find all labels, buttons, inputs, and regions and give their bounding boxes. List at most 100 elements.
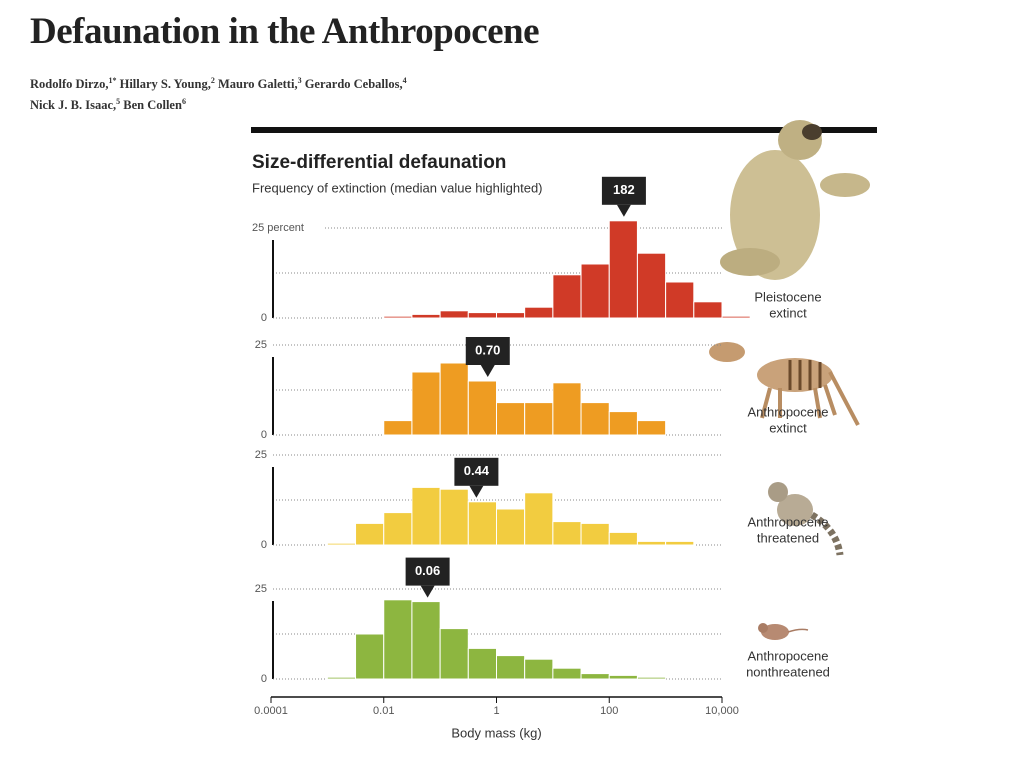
- y-tick-label: 25: [255, 339, 267, 351]
- series-label: Anthropocene: [748, 648, 829, 663]
- bar: [439, 488, 469, 546]
- bar: [552, 667, 582, 680]
- bar: [580, 263, 610, 319]
- series-label: extinct: [769, 420, 807, 435]
- bar: [383, 599, 413, 680]
- bar: [580, 673, 610, 680]
- author-name: Rodolfo Dirzo,: [30, 77, 109, 92]
- bar: [665, 281, 695, 319]
- affiliation: 4: [402, 76, 407, 85]
- bar: [552, 521, 582, 546]
- affiliation: 1*: [108, 76, 117, 85]
- figure-subtitle: Frequency of extinction (median value hi…: [252, 180, 543, 195]
- bar: [524, 658, 554, 680]
- series-label: threatened: [757, 530, 819, 545]
- bar: [439, 310, 469, 319]
- bar: [355, 522, 385, 546]
- author-name: Nick J. B. Isaac,: [30, 98, 117, 113]
- bar: [411, 486, 441, 546]
- bar: [439, 362, 469, 436]
- median-pointer: [420, 585, 435, 598]
- y-tick-label: 25 percent: [252, 222, 304, 234]
- bar: [439, 628, 469, 680]
- bar: [411, 313, 441, 319]
- bar: [636, 420, 667, 436]
- rule: [251, 127, 877, 133]
- bar: [496, 655, 526, 680]
- median-pointer: [616, 204, 631, 217]
- cat-illustration: [768, 482, 844, 556]
- bar: [326, 676, 357, 680]
- bar: [496, 312, 526, 319]
- author-line: Rodolfo Dirzo,1* Hillary S. Young,2 Maur…: [30, 72, 407, 93]
- median-box: [454, 457, 499, 486]
- bar: [496, 402, 526, 436]
- author-line: Nick J. B. Isaac,5 Ben Collen6: [30, 93, 407, 114]
- x-axis-label: Body mass (kg): [451, 725, 541, 740]
- bar: [467, 501, 498, 546]
- author-name: Mauro Galetti,: [217, 77, 298, 92]
- y-tick-label: 0: [261, 673, 267, 685]
- bar: [383, 315, 413, 319]
- bar: [467, 380, 498, 436]
- series-label: Anthropocene: [748, 404, 829, 419]
- affiliation: 3: [297, 76, 302, 85]
- authors: Rodolfo Dirzo,1* Hillary S. Young,2 Maur…: [30, 72, 407, 114]
- bar: [467, 312, 498, 319]
- affiliation: 2: [210, 76, 215, 85]
- median-label: 0.06: [415, 563, 440, 578]
- x-tick-label: 10,000: [705, 705, 739, 717]
- mouse-illustration: [758, 623, 809, 640]
- bar: [411, 371, 441, 436]
- bar: [383, 512, 413, 546]
- bar: [608, 531, 638, 546]
- bar: [608, 220, 638, 319]
- series-label: nonthreatened: [746, 664, 830, 679]
- median-pointer: [469, 485, 484, 498]
- bar: [467, 647, 498, 680]
- median-label: 0.44: [464, 463, 490, 478]
- sloth-illustration: [720, 120, 870, 280]
- bar: [552, 274, 582, 319]
- y-tick-label: 0: [261, 429, 267, 441]
- bar: [524, 492, 554, 546]
- bar: [355, 633, 385, 680]
- median-box: [601, 176, 646, 205]
- author-name: Hillary S. Young,: [119, 77, 211, 92]
- series-label: Anthropocene: [748, 514, 829, 529]
- bar: [693, 301, 723, 319]
- y-tick-label: 0: [261, 312, 267, 324]
- series-label: Pleistocene: [754, 289, 821, 304]
- bar: [552, 382, 582, 436]
- bar: [524, 306, 554, 319]
- affiliation: 5: [116, 97, 121, 107]
- bar: [608, 674, 638, 680]
- bar: [636, 252, 667, 319]
- bar: [326, 542, 357, 546]
- bar: [411, 601, 441, 680]
- bar: [721, 315, 751, 319]
- median-pointer: [480, 365, 495, 377]
- affiliation: 6: [181, 97, 186, 107]
- y-tick-label: 25: [255, 583, 267, 595]
- figure-title: Size-differential defaunation: [252, 152, 506, 173]
- x-tick-label: 0.01: [373, 705, 394, 717]
- paper-title: Defaunation in the Anthropocene: [30, 11, 540, 52]
- bar: [496, 508, 526, 546]
- median-label: 182: [613, 182, 635, 197]
- author-name: Ben Collen: [123, 98, 182, 113]
- x-tick-label: 100: [600, 705, 618, 717]
- y-tick-label: 25: [255, 449, 267, 461]
- y-tick-label: 0: [261, 539, 267, 551]
- bar: [524, 402, 554, 436]
- bar: [636, 676, 667, 680]
- bar: [383, 420, 413, 436]
- x-tick-label: 0.0001: [254, 705, 288, 717]
- bar: [665, 540, 695, 546]
- median-box: [405, 557, 450, 586]
- x-tick-label: 1: [493, 705, 499, 717]
- bar: [580, 522, 610, 546]
- bar: [580, 402, 610, 436]
